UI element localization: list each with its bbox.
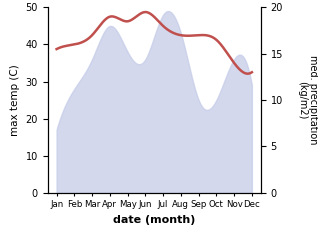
Y-axis label: med. precipitation
(kg/m2): med. precipitation (kg/m2) <box>297 55 318 145</box>
X-axis label: date (month): date (month) <box>113 215 196 225</box>
Y-axis label: max temp (C): max temp (C) <box>10 64 20 136</box>
